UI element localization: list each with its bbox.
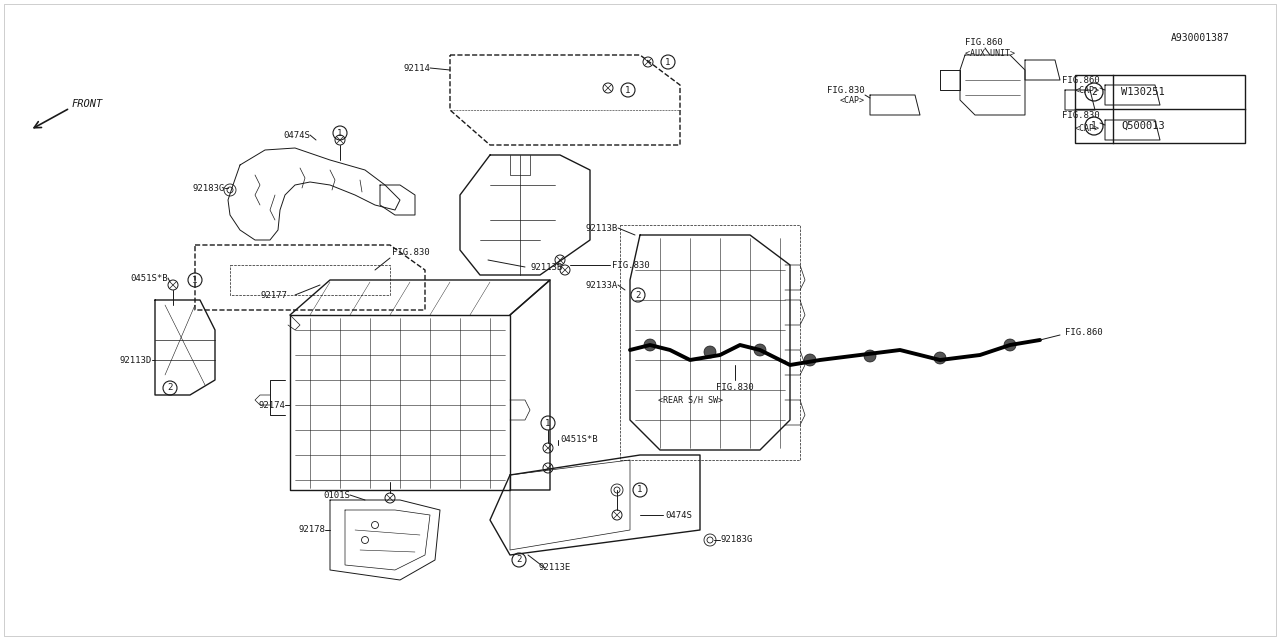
Text: Q500013: Q500013 [1121, 121, 1165, 131]
Circle shape [704, 346, 716, 358]
Text: 2: 2 [168, 383, 173, 392]
Text: 2: 2 [635, 291, 641, 300]
Text: 0474S: 0474S [283, 131, 310, 140]
Text: <AUX UNIT>: <AUX UNIT> [965, 49, 1015, 58]
Text: W130251: W130251 [1121, 87, 1165, 97]
Text: <CAP>: <CAP> [1075, 124, 1100, 132]
Text: 1: 1 [192, 275, 197, 285]
Text: 92174: 92174 [259, 401, 285, 410]
Text: 0451S*B: 0451S*B [561, 435, 598, 445]
Text: 2: 2 [1091, 87, 1097, 97]
Text: FIG.860: FIG.860 [965, 38, 1002, 47]
Text: <CAP>: <CAP> [840, 95, 865, 104]
Text: 92183G: 92183G [193, 184, 225, 193]
Text: FIG.830: FIG.830 [612, 260, 650, 269]
Text: 1: 1 [545, 419, 550, 428]
Text: FIG.830: FIG.830 [717, 383, 754, 392]
Text: FIG.830: FIG.830 [1062, 111, 1100, 120]
Text: 0101S: 0101S [323, 490, 349, 499]
Circle shape [644, 339, 657, 351]
Text: 1: 1 [1091, 121, 1097, 131]
Circle shape [934, 352, 946, 364]
Text: FIG.830: FIG.830 [392, 248, 430, 257]
Text: FRONT: FRONT [72, 99, 104, 109]
Text: 1: 1 [637, 486, 643, 495]
Text: 1: 1 [626, 86, 631, 95]
Text: FIG.860: FIG.860 [1065, 328, 1102, 337]
Text: 92113B: 92113B [530, 262, 562, 271]
Text: 1: 1 [338, 129, 343, 138]
Text: <CAP>: <CAP> [1075, 86, 1100, 95]
Text: 92113B: 92113B [586, 223, 618, 232]
Text: 92114: 92114 [403, 63, 430, 72]
Text: 92178: 92178 [298, 525, 325, 534]
Text: FIG.830: FIG.830 [827, 86, 865, 95]
Text: A930001387: A930001387 [1171, 33, 1230, 43]
Text: 92113D: 92113D [120, 355, 152, 365]
Text: 0451S*B: 0451S*B [131, 273, 168, 282]
Text: 92133A: 92133A [586, 280, 618, 289]
Text: 0474S: 0474S [666, 511, 692, 520]
Text: 1: 1 [666, 58, 671, 67]
Text: FIG.860: FIG.860 [1062, 76, 1100, 84]
Text: <REAR S/H SW>: <REAR S/H SW> [658, 396, 722, 404]
Circle shape [1004, 339, 1016, 351]
Circle shape [864, 350, 876, 362]
Circle shape [804, 354, 817, 366]
Text: 92177: 92177 [260, 291, 287, 300]
Text: 2: 2 [516, 556, 522, 564]
Text: 92113E: 92113E [539, 563, 571, 573]
Text: 92183G: 92183G [721, 536, 753, 545]
Circle shape [754, 344, 765, 356]
Bar [1075, 75, 1245, 143]
